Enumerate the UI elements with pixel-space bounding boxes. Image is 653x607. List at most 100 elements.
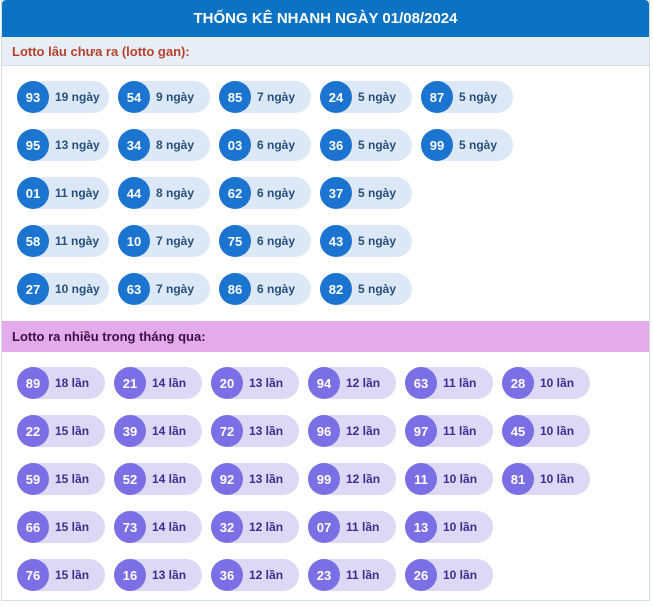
gan-item[interactable]: 99 5 ngày: [421, 129, 513, 161]
gan-item[interactable]: 27 10 ngày: [17, 273, 109, 305]
gan-item[interactable]: 03 6 ngày: [219, 129, 311, 161]
lotto-number-ball: 03: [219, 129, 251, 161]
frequent-item[interactable]: 32 12 lần: [211, 511, 299, 543]
lotto-number-ball: 32: [211, 511, 243, 543]
frequent-item[interactable]: 16 13 lần: [114, 559, 202, 591]
frequent-item[interactable]: 13 10 lần: [405, 511, 493, 543]
frequent-item[interactable]: 45 10 lần: [502, 415, 590, 447]
gan-item[interactable]: 62 6 ngày: [219, 177, 311, 209]
lotto-number-ball: 36: [320, 129, 352, 161]
lotto-count-label: 5 ngày: [358, 186, 397, 200]
lotto-number-ball: 43: [320, 225, 352, 257]
lotto-count-label: 11 ngày: [55, 234, 100, 248]
lotto-number-ball: 21: [114, 367, 146, 399]
lotto-number-ball: 44: [118, 177, 150, 209]
lotto-count-label: 8 ngày: [156, 186, 195, 200]
frequent-item[interactable]: 23 11 lần: [308, 559, 396, 591]
gan-item[interactable]: 58 11 ngày: [17, 225, 109, 257]
frequent-row: 22 15 lần 39 14 lần 72 13 lần 96 12 lần 97 11 lần…: [17, 415, 599, 447]
lotto-number-ball: 59: [17, 463, 49, 495]
lotto-number-ball: 85: [219, 81, 251, 113]
frequent-item[interactable]: 22 15 lần: [17, 415, 105, 447]
frequent-item[interactable]: 73 14 lần: [114, 511, 202, 543]
frequent-item[interactable]: 11 10 lần: [405, 463, 493, 495]
lotto-number-ball: 54: [118, 81, 150, 113]
gan-item[interactable]: 86 6 ngày: [219, 273, 311, 305]
lotto-number-ball: 07: [308, 511, 340, 543]
gan-row: 27 10 ngày 63 7 ngày 86 6 ngày 82 5 ngày: [17, 273, 522, 305]
frequent-section-title: Lotto ra nhiều trong tháng qua:: [2, 321, 649, 352]
lotto-number-ball: 20: [211, 367, 243, 399]
frequent-item[interactable]: 63 11 lần: [405, 367, 493, 399]
frequent-item[interactable]: 21 14 lần: [114, 367, 202, 399]
gan-item[interactable]: 75 6 ngày: [219, 225, 311, 257]
gan-item[interactable]: 63 7 ngày: [118, 273, 210, 305]
lotto-number-ball: 95: [17, 129, 49, 161]
lotto-number-ball: 13: [405, 511, 437, 543]
lotto-count-label: 10 lần: [443, 520, 478, 534]
frequent-row: 76 15 lần 16 13 lần 36 12 lần 23 11 lần 26 10 lần: [17, 559, 599, 591]
frequent-item[interactable]: 39 14 lần: [114, 415, 202, 447]
gan-item[interactable]: 95 13 ngày: [17, 129, 109, 161]
lotto-count-label: 10 lần: [443, 568, 478, 582]
gan-item[interactable]: 10 7 ngày: [118, 225, 210, 257]
frequent-row: 59 15 lần 52 14 lần 92 13 lần 99 12 lần 11 10 lần…: [17, 463, 599, 495]
lotto-count-label: 18 lần: [55, 376, 90, 390]
gan-item[interactable]: 36 5 ngày: [320, 129, 412, 161]
lotto-number-ball: 62: [219, 177, 251, 209]
frequent-item[interactable]: 99 12 lần: [308, 463, 396, 495]
gan-item[interactable]: 85 7 ngày: [219, 81, 311, 113]
frequent-item[interactable]: 76 15 lần: [17, 559, 105, 591]
frequent-item[interactable]: 20 13 lần: [211, 367, 299, 399]
lotto-count-label: 5 ngày: [358, 138, 397, 152]
frequent-item[interactable]: 59 15 lần: [17, 463, 105, 495]
gan-row: 95 13 ngày 34 8 ngày 03 6 ngày 36 5 ngày 99 5 ngà…: [17, 129, 522, 161]
lotto-count-label: 5 ngày: [459, 90, 498, 104]
gan-item[interactable]: 37 5 ngày: [320, 177, 412, 209]
gan-item[interactable]: 44 8 ngày: [118, 177, 210, 209]
gan-item[interactable]: 82 5 ngày: [320, 273, 412, 305]
frequent-item[interactable]: 96 12 lần: [308, 415, 396, 447]
frequent-item[interactable]: 97 11 lần: [405, 415, 493, 447]
frequent-grid: 89 18 lần 21 14 lần 20 13 lần 94 12 lần 63 11 lần…: [17, 367, 599, 607]
frequent-item[interactable]: 92 13 lần: [211, 463, 299, 495]
gan-item[interactable]: 43 5 ngày: [320, 225, 412, 257]
lotto-count-label: 15 lần: [55, 568, 90, 582]
lotto-count-label: 13 lần: [249, 472, 284, 486]
gan-item[interactable]: 24 5 ngày: [320, 81, 412, 113]
lotto-count-label: 7 ngày: [257, 90, 296, 104]
lotto-count-label: 6 ngày: [257, 282, 296, 296]
lotto-number-ball: 11: [405, 463, 437, 495]
frequent-item[interactable]: 89 18 lần: [17, 367, 105, 399]
frequent-item[interactable]: 94 12 lần: [308, 367, 396, 399]
lotto-number-ball: 66: [17, 511, 49, 543]
lotto-count-label: 13 ngày: [55, 138, 100, 152]
lotto-count-label: 5 ngày: [358, 234, 397, 248]
frequent-item[interactable]: 72 13 lần: [211, 415, 299, 447]
gan-item[interactable]: 01 11 ngày: [17, 177, 109, 209]
frequent-item[interactable]: 26 10 lần: [405, 559, 493, 591]
lotto-number-ball: 26: [405, 559, 437, 591]
frequent-item[interactable]: 66 15 lần: [17, 511, 105, 543]
frequent-item[interactable]: 52 14 lần: [114, 463, 202, 495]
lotto-number-ball: 39: [114, 415, 146, 447]
lotto-count-label: 12 lần: [249, 568, 284, 582]
gan-row: 01 11 ngày 44 8 ngày 62 6 ngày 37 5 ngày: [17, 177, 522, 209]
frequent-row: 66 15 lần 73 14 lần 32 12 lần 07 11 lần 13 10 lần: [17, 511, 599, 543]
gan-item[interactable]: 87 5 ngày: [421, 81, 513, 113]
frequent-item[interactable]: 28 10 lần: [502, 367, 590, 399]
frequent-item[interactable]: 81 10 lần: [502, 463, 590, 495]
frequent-item[interactable]: 07 11 lần: [308, 511, 396, 543]
lotto-number-ball: 97: [405, 415, 437, 447]
gan-item[interactable]: 93 19 ngày: [17, 81, 109, 113]
frequent-row: 89 18 lần 21 14 lần 20 13 lần 94 12 lần 63 11 lần…: [17, 367, 599, 399]
gan-item[interactable]: 34 8 ngày: [118, 129, 210, 161]
gan-item[interactable]: 54 9 ngày: [118, 81, 210, 113]
lotto-count-label: 7 ngày: [156, 282, 195, 296]
frequent-item[interactable]: 36 12 lần: [211, 559, 299, 591]
lotto-count-label: 12 lần: [346, 376, 381, 390]
gan-row: 58 11 ngày 10 7 ngày 75 6 ngày 43 5 ngày: [17, 225, 522, 257]
lotto-number-ball: 94: [308, 367, 340, 399]
lotto-number-ball: 27: [17, 273, 49, 305]
